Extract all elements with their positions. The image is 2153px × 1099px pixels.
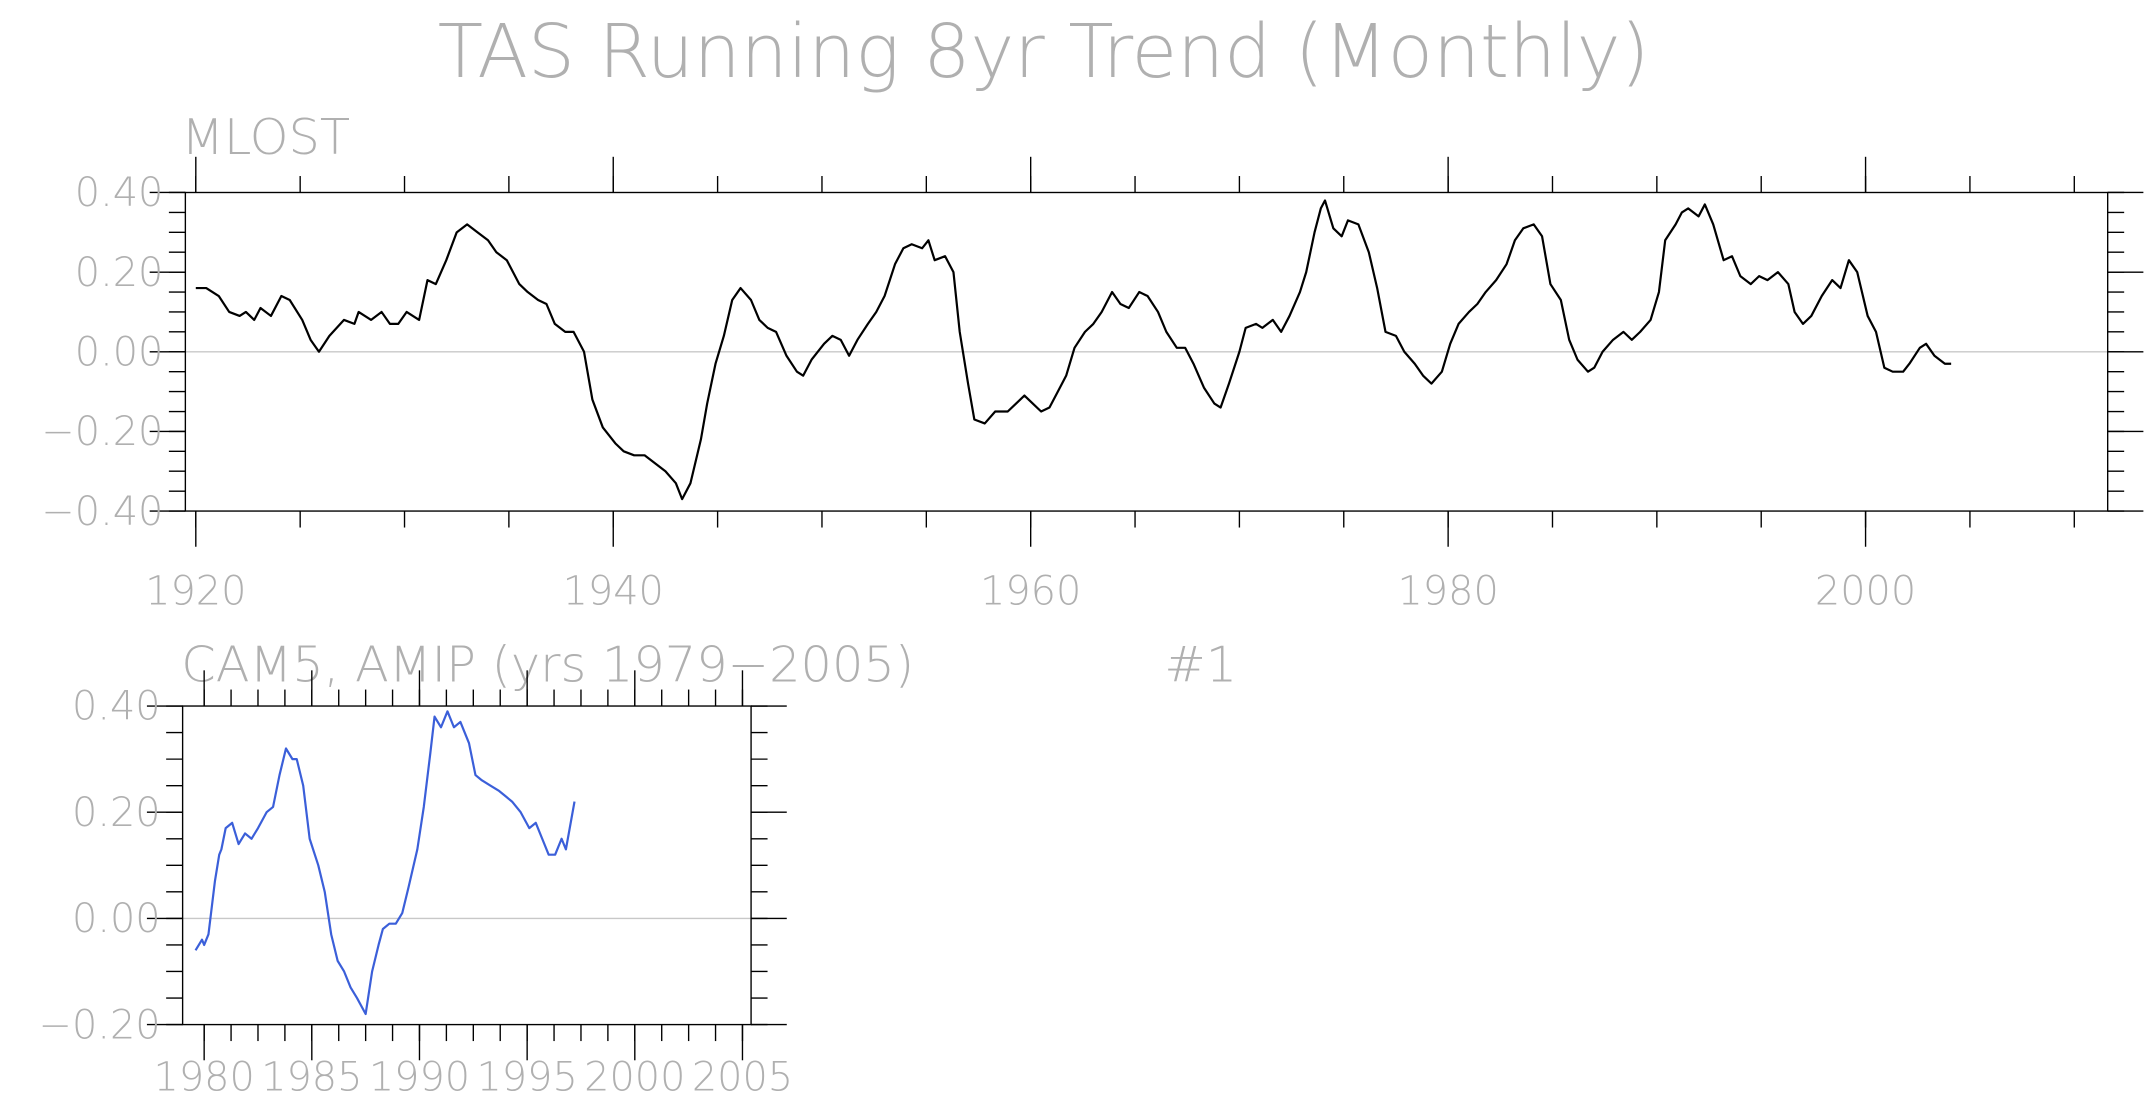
x-tick-label: 1960 bbox=[980, 568, 1081, 614]
x-tick-label: 2005 bbox=[692, 1054, 793, 1099]
x-tick-label: 2000 bbox=[1815, 568, 1916, 614]
y-tick-label: 0.40 bbox=[72, 684, 161, 730]
panel-annotation: #1 bbox=[1164, 635, 1237, 693]
y-tick-label: −0.40 bbox=[41, 489, 163, 535]
y-tick-label: 0.20 bbox=[75, 250, 164, 296]
y-tick-label: −0.20 bbox=[41, 409, 163, 455]
y-tick-label: 0.00 bbox=[72, 896, 161, 942]
x-tick-label: 1980 bbox=[1397, 568, 1498, 614]
x-tick-label: 1990 bbox=[369, 1054, 470, 1099]
x-tick-label: 2000 bbox=[584, 1054, 685, 1099]
x-tick-label: 1980 bbox=[154, 1054, 255, 1099]
panel-title: CAM5, AMIP (yrs 1979−2005) bbox=[181, 635, 914, 693]
y-tick-label: 0.40 bbox=[75, 170, 164, 216]
x-tick-label: 1940 bbox=[563, 568, 664, 614]
y-tick-label: −0.20 bbox=[39, 1002, 161, 1048]
plot-frame bbox=[184, 191, 2109, 512]
x-tick-label: 1985 bbox=[261, 1054, 362, 1099]
y-tick-label: 0.00 bbox=[75, 330, 164, 376]
plot-frame bbox=[181, 705, 752, 1026]
figure-title: TAS Running 8yr Trend (Monthly) bbox=[438, 9, 1650, 95]
line-series bbox=[195, 199, 1952, 501]
x-tick-label: 1920 bbox=[145, 568, 246, 614]
line-series bbox=[194, 710, 576, 1016]
panel-title: MLOST bbox=[181, 108, 350, 166]
y-tick-label: 0.20 bbox=[72, 790, 161, 836]
x-tick-label: 1995 bbox=[476, 1054, 577, 1099]
